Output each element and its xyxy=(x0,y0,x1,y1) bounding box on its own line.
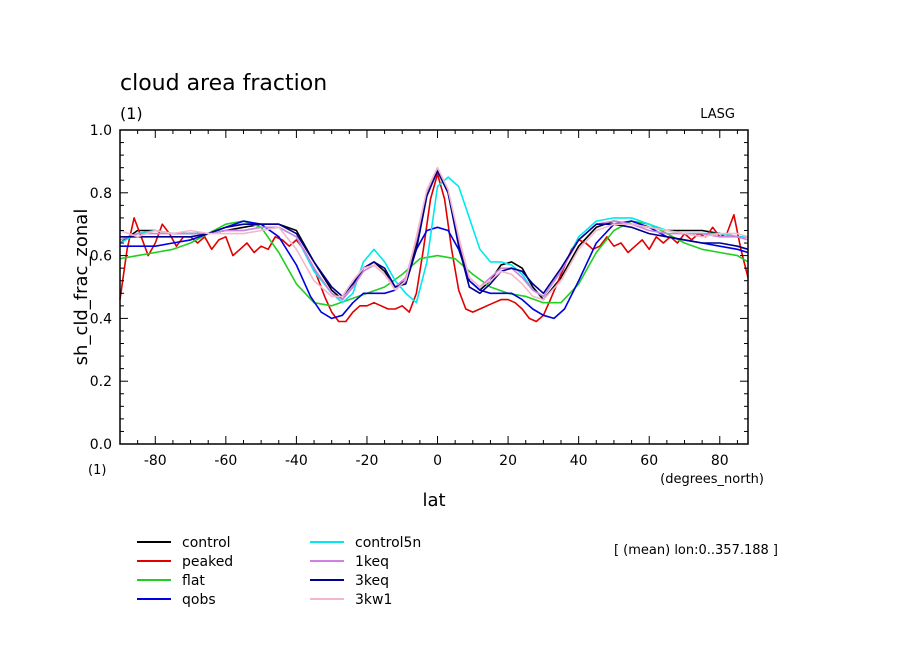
y-tick-labels: 0.0 0.2 0.4 0.6 0.8 1.0 xyxy=(90,123,112,453)
legend-item-3keq: 3keq xyxy=(310,573,389,589)
top-right-label: LASG xyxy=(700,107,735,122)
legend-label: qobs xyxy=(182,592,216,608)
legend-label: control xyxy=(182,535,231,551)
series-line-peaked xyxy=(119,173,749,323)
chart-subtitle: (1) xyxy=(120,104,143,123)
legend-item-control5n: control5n xyxy=(310,535,421,551)
series-line-3kw1 xyxy=(119,166,749,301)
x-tick-label: 60 xyxy=(640,453,658,469)
legend-label: control5n xyxy=(355,535,421,551)
x-tick-label: -60 xyxy=(214,453,237,469)
x-tick-label: -20 xyxy=(356,453,379,469)
legend-item-flat: flat xyxy=(137,573,205,589)
y-tick-label: 0.4 xyxy=(90,311,112,327)
series-line-3keq xyxy=(120,170,749,298)
x-tick-label: 80 xyxy=(711,453,729,469)
legend-item-peaked: peaked xyxy=(137,554,233,570)
x-axis-units: (degrees_north) xyxy=(660,472,764,487)
y-tick-label: 1.0 xyxy=(90,123,112,139)
series-layer xyxy=(119,166,749,323)
x-tick-label: 40 xyxy=(570,453,588,469)
legend-label: 1keq xyxy=(355,554,389,570)
legend-item-1keq: 1keq xyxy=(310,554,389,570)
legend-item-3kw1: 3kw1 xyxy=(310,592,392,608)
legend: control peaked flat qobs control5n 1keq 3keq 3k… xyxy=(137,535,421,608)
y-axis-label: sh_cld_frac_zonal xyxy=(71,209,92,366)
legend-item-qobs: qobs xyxy=(137,592,216,608)
plot-frame xyxy=(119,129,749,445)
x-tick-label: 20 xyxy=(499,453,517,469)
y-tick-label: 0.8 xyxy=(90,186,112,202)
chart-title: cloud area fraction xyxy=(120,71,327,96)
y-tick-label: 0.0 xyxy=(90,437,112,453)
x-tick-label: -40 xyxy=(285,453,308,469)
x-axis-label: lat xyxy=(422,490,445,511)
legend-label: flat xyxy=(182,573,205,589)
series-line-qobs xyxy=(120,220,749,320)
x-tick-labels: -80 -60 -40 -20 0 20 40 60 80 xyxy=(144,453,729,469)
legend-label: 3kw1 xyxy=(355,592,392,608)
y-axis-units: (1) xyxy=(88,463,106,478)
y-tick-label: 0.2 xyxy=(90,374,112,390)
legend-label: 3keq xyxy=(355,573,389,589)
ticks-layer xyxy=(120,130,748,444)
y-tick-label: 0.6 xyxy=(90,249,112,265)
x-tick-label: -80 xyxy=(144,453,167,469)
legend-label: peaked xyxy=(182,554,233,570)
legend-item-control: control xyxy=(137,535,231,551)
mean-annotation: [ (mean) lon:0..357.188 ] xyxy=(614,543,778,558)
x-tick-label: 0 xyxy=(433,453,442,469)
